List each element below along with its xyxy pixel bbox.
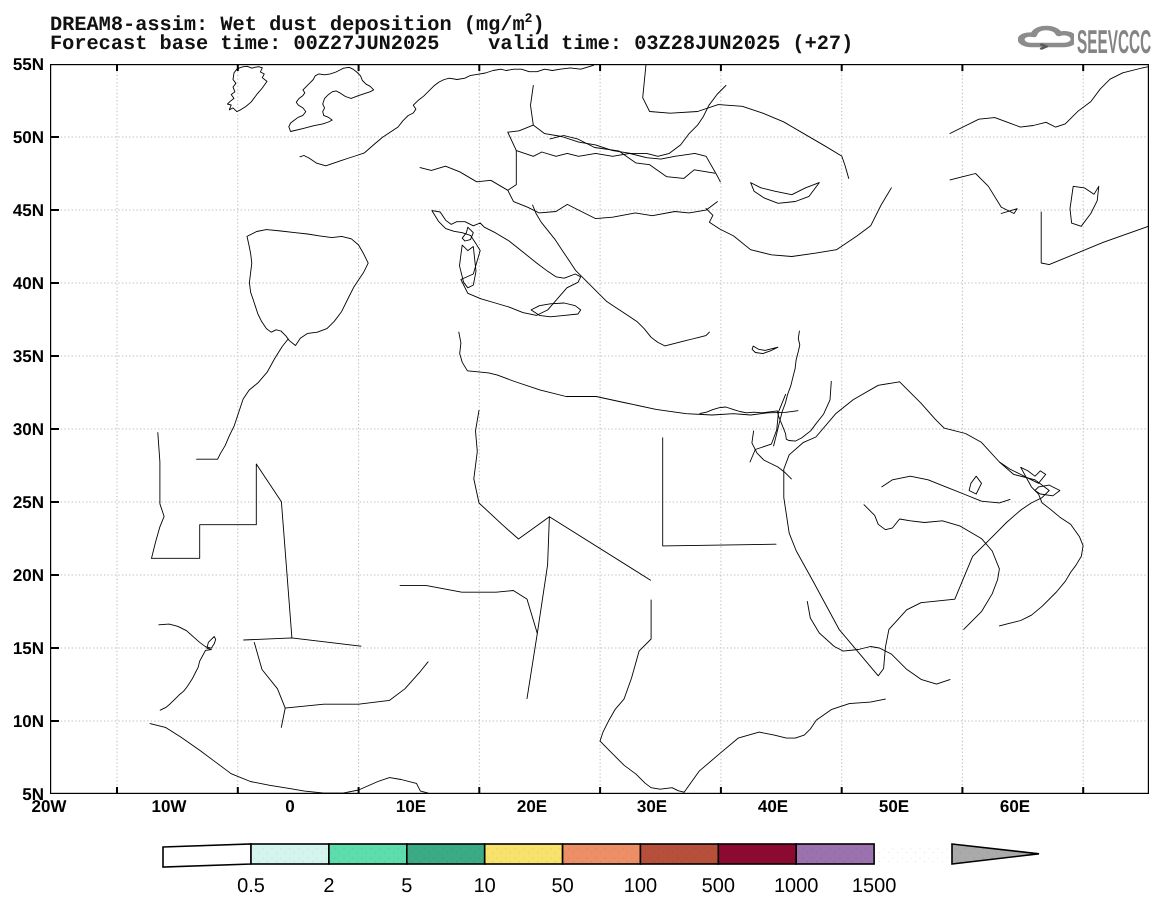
svg-text:1000: 1000: [774, 875, 819, 897]
svg-text:2: 2: [323, 875, 334, 897]
svg-text:50: 50: [551, 875, 573, 897]
svg-text:100: 100: [624, 875, 657, 897]
svg-text:5: 5: [401, 875, 412, 897]
svg-text:500: 500: [702, 875, 735, 897]
svg-text:1500: 1500: [852, 875, 897, 897]
svg-text:0.5: 0.5: [237, 875, 265, 897]
svg-text:10: 10: [474, 875, 496, 897]
